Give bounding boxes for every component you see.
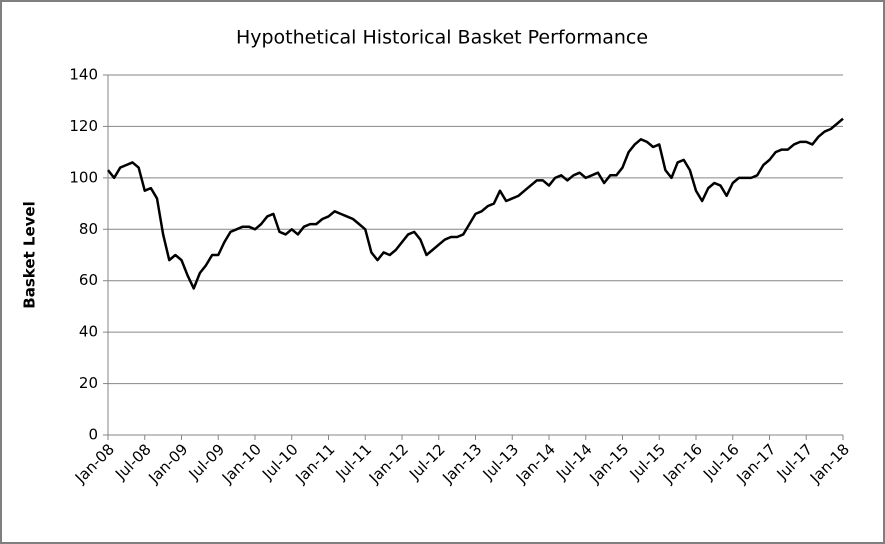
y-axis-label: Basket Level [21,201,39,308]
y-tick-label: 60 [79,271,98,289]
y-tick-label: 100 [69,168,98,186]
y-tick-label: 20 [79,374,98,392]
y-tick-label: 80 [79,220,98,238]
data-line [107,117,844,290]
y-tick-label: 40 [79,323,98,341]
y-tick-label: 140 [69,66,98,84]
chart-title: Hypothetical Historical Basket Performan… [236,27,648,49]
y-tick-label: 0 [88,426,98,444]
y-tick-label: 120 [69,117,98,135]
